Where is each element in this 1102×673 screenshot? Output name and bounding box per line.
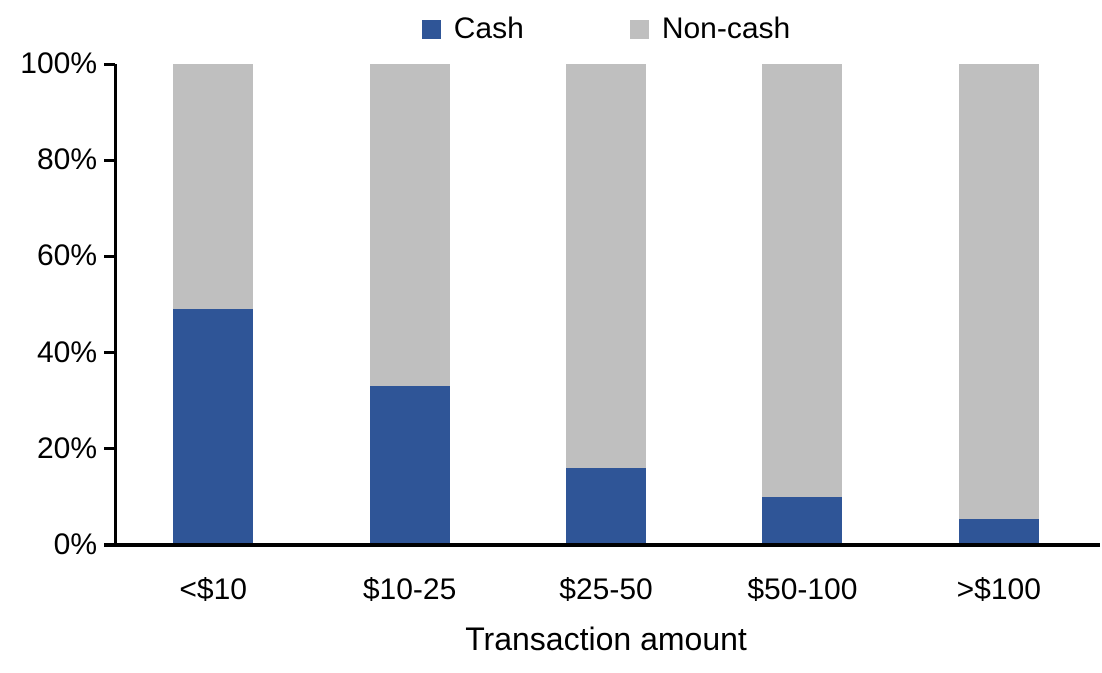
plot-area xyxy=(115,64,1097,545)
y-axis-tick xyxy=(104,158,115,162)
legend-item-cash: Cash xyxy=(421,9,524,49)
bar-2 xyxy=(369,64,450,545)
bar-5 xyxy=(958,64,1039,545)
bar-segment-cash xyxy=(173,309,254,545)
y-tick-label: 20% xyxy=(36,431,97,465)
y-axis-tick xyxy=(104,62,115,66)
bar-4 xyxy=(762,64,843,545)
y-tick-label: 100% xyxy=(20,47,97,80)
bar-segment-cash xyxy=(762,496,843,545)
bar-segment-non-cash xyxy=(369,64,450,387)
x-tick-label: $25-50 xyxy=(559,573,653,606)
legend-label: Cash xyxy=(453,12,524,45)
legend-swatch xyxy=(629,19,649,39)
bar-segment-cash xyxy=(958,518,1039,545)
bar-segment-non-cash xyxy=(762,64,843,497)
x-tick-label: <$10 xyxy=(179,573,247,606)
y-axis-line xyxy=(114,64,117,545)
x-axis-line xyxy=(104,543,1100,547)
bar-segment-non-cash xyxy=(173,64,254,310)
y-tick-label: 80% xyxy=(36,143,97,177)
bar-1 xyxy=(173,64,254,545)
legend-item-non-cash: Non-cash xyxy=(629,9,791,49)
legend-swatch xyxy=(421,19,441,39)
x-tick-label: $50-100 xyxy=(747,573,858,606)
bar-segment-cash xyxy=(369,386,450,545)
bar-segment-non-cash xyxy=(566,64,646,469)
x-tick-label: $10-25 xyxy=(362,573,457,606)
y-axis-tick xyxy=(104,447,115,451)
legend: Cash Non-cash xyxy=(115,8,1097,50)
bar-segment-cash xyxy=(566,468,646,545)
legend-label: Non-cash xyxy=(661,12,791,45)
x-axis-title: Transaction amount xyxy=(465,621,747,657)
y-tick-label: 40% xyxy=(36,335,97,369)
bar-3 xyxy=(566,64,646,545)
y-tick-label: 60% xyxy=(36,239,97,273)
y-tick-label: 0% xyxy=(53,528,97,561)
y-axis-tick xyxy=(104,351,115,355)
y-axis-tick xyxy=(104,254,115,258)
x-tick-label: >$100 xyxy=(956,573,1041,606)
bar-segment-non-cash xyxy=(958,64,1039,519)
